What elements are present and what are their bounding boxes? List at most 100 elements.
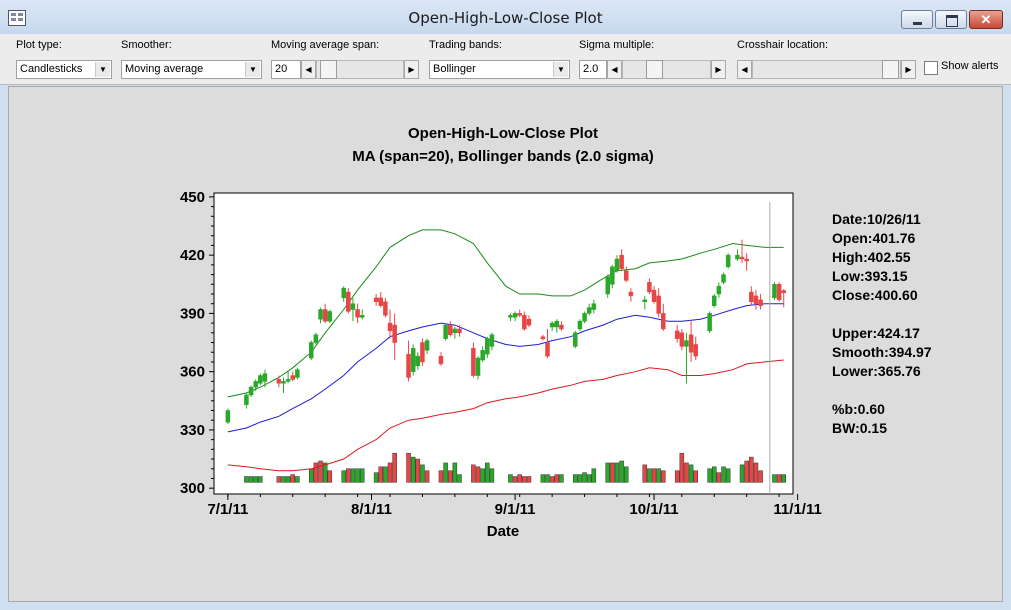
info-close: Close:400.60 [832,287,918,303]
sigma-field[interactable]: 2.0 [579,60,607,79]
volume-bar [471,464,476,483]
volume-bar [559,474,564,483]
volume-bar [410,456,416,483]
candle-body [452,328,458,334]
crosshair-slider-track[interactable] [752,60,901,79]
volume-bar [373,472,379,483]
candle-body [276,379,282,384]
candle-body [290,375,295,380]
chevron-down-icon: ▼ [95,62,110,77]
candle-body [739,256,745,260]
candle-body [614,258,620,271]
volume-bar [725,468,731,483]
candle-body [262,373,268,382]
volume-bar [554,474,560,483]
y-tick-label: 420 [180,247,205,264]
volume-bar [447,470,453,483]
close-button[interactable]: ✕ [969,10,1003,29]
title-bar[interactable]: Open-High-Low-Close Plot ✕ [0,0,1011,34]
volume-bar [656,468,661,483]
ma-span-field[interactable]: 20 [271,60,301,79]
sigma-left-arrow[interactable]: ◀ [607,60,622,79]
plot-type-select[interactable]: Candlesticks ▼ [16,60,112,79]
volume-bar [781,474,786,483]
candle-body [554,320,560,328]
volume-bar [512,476,518,483]
close-icon: ✕ [980,12,992,27]
minimize-icon [913,22,922,25]
candle-body [359,315,365,318]
volume-bar [346,468,351,483]
maximize-button[interactable] [935,10,967,29]
volume-bar [573,474,578,483]
candle-body [776,284,782,301]
chart-title: Open-High-Low-Close Plot [408,125,598,142]
candle-body [406,353,411,378]
candle-body [387,322,393,332]
volume-bar [285,476,291,483]
volume-bar [776,474,782,483]
show-alerts-label[interactable]: Show alerts [941,60,999,72]
x-tick-label: 8/1/11 [351,501,392,518]
volume-bar [415,458,421,483]
ma-span-right-arrow[interactable]: ▶ [404,60,419,79]
candle-body [679,332,685,347]
volume-bar [651,468,657,483]
volume-bar [489,468,495,483]
volume-bar [586,474,592,483]
minimize-button[interactable] [901,10,933,29]
crosshair-slider-thumb[interactable] [882,60,899,79]
volume-bar [387,462,393,483]
info-open: Open:401.76 [832,230,916,246]
candle-body [480,350,485,361]
volume-bar [707,468,712,483]
ma-span-left-arrow[interactable]: ◀ [301,60,316,79]
sigma-slider-thumb[interactable] [646,60,663,79]
volume-bar [253,476,258,483]
candle-body [716,285,722,295]
volume-bar [623,466,629,483]
volume-bar [276,476,282,483]
chevron-down-icon: ▼ [245,62,260,77]
chevron-down-icon: ▼ [553,62,568,77]
trading-bands-select[interactable]: Bollinger ▼ [429,60,570,79]
candle-body [725,254,731,268]
volume-bar [582,472,587,483]
show-alerts-checkbox[interactable] [924,61,938,75]
sigma-right-arrow[interactable]: ▶ [711,60,726,79]
crosshair-right-arrow[interactable]: ▶ [901,60,916,79]
candle-body [781,290,786,294]
candle-body [712,295,717,306]
ma-span-slider-thumb[interactable] [320,60,337,79]
crosshair-left-arrow[interactable]: ◀ [737,60,752,79]
volume-bar [359,468,365,483]
volume-bar [244,476,249,483]
candle-body [378,297,384,306]
volume-bar [295,476,300,483]
volume-bar [258,476,263,483]
candle-body [517,313,522,316]
trading-bands-value: Bollinger [433,63,476,75]
y-tick-label: 390 [180,305,205,322]
app-icon[interactable] [8,10,26,26]
candle-body [744,258,749,262]
candle-body [350,303,356,310]
candle-body [573,332,578,347]
volume-bar [355,468,360,483]
volume-bar [322,462,328,483]
volume-bar [693,470,698,483]
smoother-label: Smoother: [121,39,172,51]
candle-body [318,309,323,320]
volume-bar [716,472,722,483]
candle-body [410,348,416,372]
volume-bar [378,466,384,483]
candle-body [707,313,712,332]
sigma-slider-track[interactable] [622,60,711,79]
ma-span-slider-track[interactable] [316,60,404,79]
candle-body [225,410,231,423]
candle-body [447,324,453,336]
volume-bar [721,466,726,483]
smoother-select[interactable]: Moving average ▼ [121,60,262,79]
candle-body [693,344,698,357]
candle-body [489,334,495,347]
